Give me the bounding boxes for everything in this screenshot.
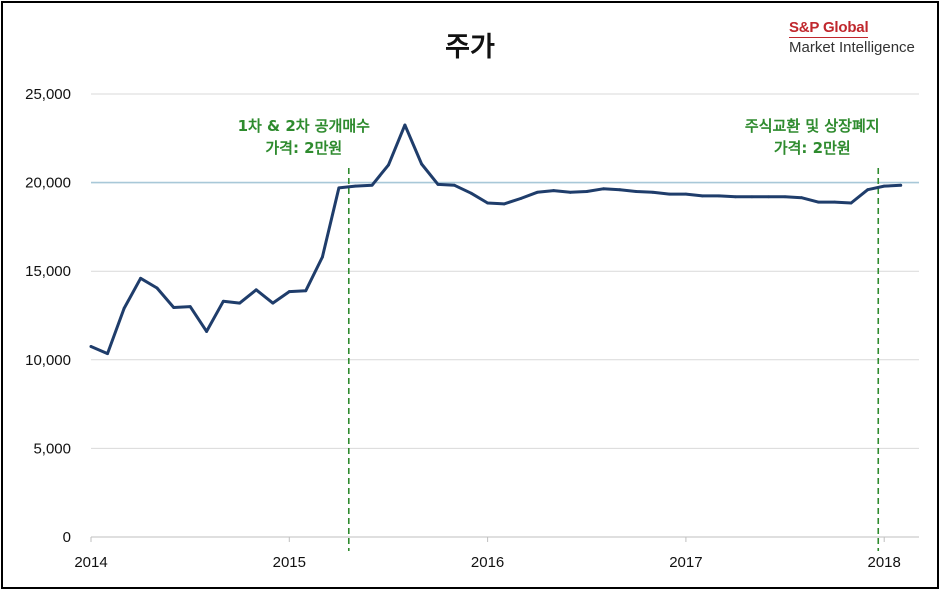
y-tick-label: 5,000 (33, 440, 71, 457)
data-point (254, 288, 258, 292)
price-series-line (89, 123, 903, 356)
data-point (453, 183, 456, 187)
data-point (700, 194, 704, 198)
y-tick-label: 10,000 (25, 352, 71, 369)
x-tick-label: 2017 (669, 554, 702, 571)
data-point (387, 163, 390, 167)
data-point (370, 183, 374, 187)
data-point (205, 330, 209, 333)
annotation-label: 가격: 2만원 (265, 139, 342, 157)
data-point (783, 195, 787, 199)
y-tick-label: 25,000 (25, 86, 71, 103)
x-tick-label: 2016 (471, 554, 504, 571)
data-point (403, 123, 407, 127)
data-point (684, 192, 688, 196)
data-point (899, 183, 903, 187)
data-point (188, 305, 192, 309)
annotation-label: 1차 & 2차 공개매수 (238, 117, 371, 135)
data-point (849, 201, 853, 205)
data-point (767, 195, 770, 199)
data-point (634, 190, 638, 193)
data-point (122, 307, 126, 310)
y-tick-label: 20,000 (25, 175, 71, 192)
data-point (535, 190, 539, 194)
data-point (436, 182, 440, 186)
logo-brand: S&P Global (789, 19, 869, 38)
data-point (287, 290, 291, 293)
data-point (552, 189, 556, 192)
data-point (750, 195, 754, 199)
data-point (816, 200, 820, 204)
data-point (717, 194, 721, 198)
y-tick-label: 0 (63, 529, 71, 546)
data-point (238, 301, 242, 305)
plot-area: 0 5,000 10,000 15,000 20,000 25,000 2014 2015 20… (25, 86, 919, 571)
data-point (106, 352, 109, 355)
data-point (486, 201, 489, 205)
chart-title: 주가 (445, 32, 495, 63)
data-point (155, 286, 159, 290)
data-point (304, 289, 308, 293)
data-point (271, 301, 275, 305)
data-point (585, 190, 589, 193)
data-point (502, 202, 506, 206)
annotation-label: 주식교환 및 상장폐지 (745, 117, 880, 135)
data-point (321, 255, 324, 259)
data-point (668, 192, 671, 196)
data-point (866, 188, 870, 192)
data-point (139, 276, 142, 280)
data-point (734, 195, 737, 199)
y-tick-label: 15,000 (25, 263, 71, 280)
data-point (568, 190, 572, 194)
data-point (353, 184, 357, 188)
data-point (651, 190, 655, 194)
x-tick-label: 2018 (868, 554, 901, 571)
data-point (833, 200, 837, 204)
x-tick-label: 2015 (273, 554, 306, 571)
data-point (469, 191, 473, 195)
logo-subtitle: Market Intelligence (789, 39, 915, 56)
data-point (89, 345, 93, 348)
sp-global-logo: S&P Global Market Intelligence (789, 17, 934, 56)
data-point (337, 186, 341, 190)
annotation-label: 가격: 2만원 (774, 139, 851, 157)
data-point (519, 197, 523, 200)
data-point (800, 196, 803, 200)
data-point (172, 306, 176, 309)
data-point (882, 184, 886, 188)
data-point (618, 188, 622, 192)
data-point (601, 187, 605, 191)
data-point (420, 162, 423, 166)
x-tick-label: 2014 (74, 554, 107, 571)
data-point (221, 299, 225, 303)
